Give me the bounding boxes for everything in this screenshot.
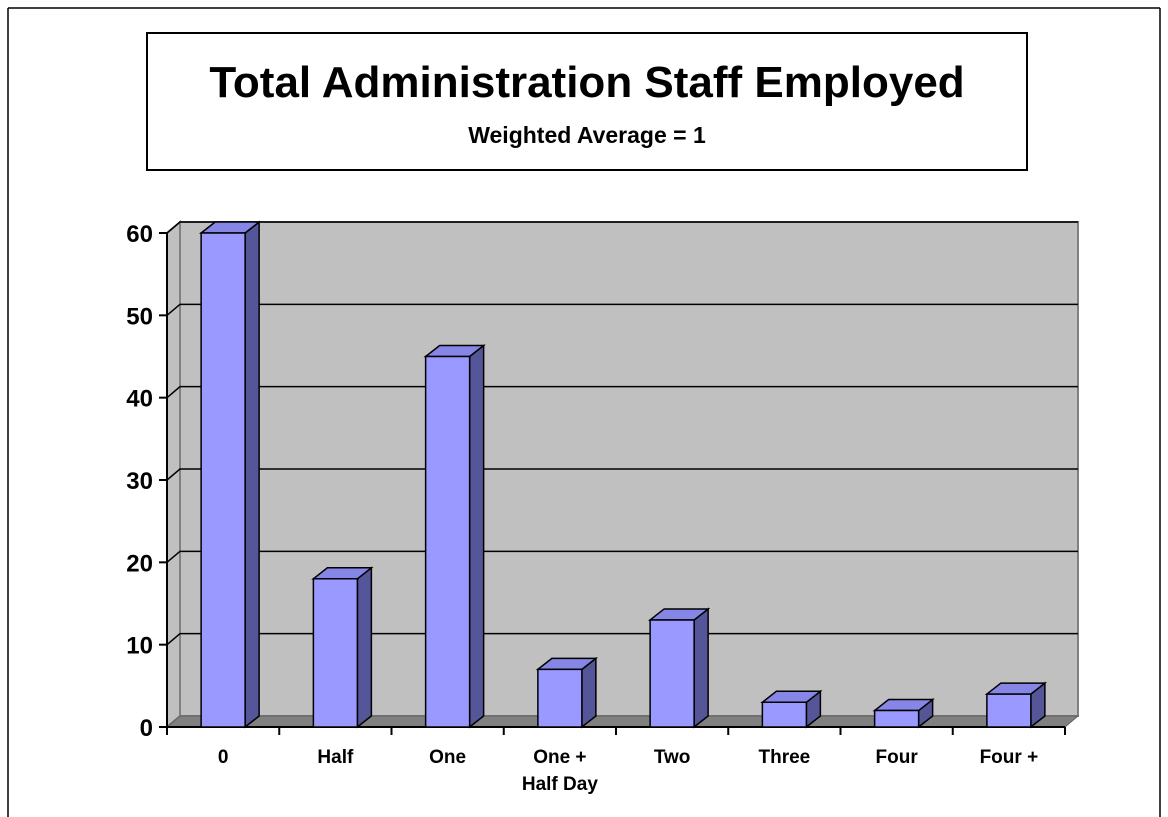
y-tick-label: 10 <box>126 633 153 660</box>
x-tick-label: Four + <box>980 747 1039 768</box>
bar-front <box>649 619 695 728</box>
bar-side <box>693 607 709 729</box>
x-tick-label: 0 <box>218 747 229 768</box>
bar <box>647 607 711 729</box>
x-tick-label: One <box>429 747 466 768</box>
x-tick-label: One + Half Day <box>522 747 598 795</box>
bar-front <box>424 355 471 728</box>
floor <box>165 715 1080 728</box>
y-tick-label: 60 <box>126 221 153 248</box>
y-tick-label: 20 <box>126 550 153 577</box>
grid-line <box>166 385 1078 399</box>
y-tick-label: 30 <box>126 468 153 495</box>
chart-subtitle: Weighted Average = 1 <box>468 122 706 148</box>
bar <box>535 656 599 729</box>
bar-front <box>312 578 359 728</box>
chart-title: Total Administration Staff Employed <box>209 58 964 107</box>
grid-line <box>166 303 1078 316</box>
grid-line <box>166 221 1078 234</box>
bar <box>311 566 374 729</box>
x-tick-label: Two <box>654 747 691 768</box>
bar <box>872 697 935 729</box>
bar <box>423 343 486 729</box>
x-tick-label: Four <box>876 747 919 768</box>
grid-line <box>166 550 1078 563</box>
bar <box>760 689 823 729</box>
grid-line <box>166 632 1078 646</box>
bar-front <box>873 709 920 728</box>
y-tick-label: 40 <box>126 386 153 413</box>
title-box <box>146 32 1028 171</box>
bar-front <box>761 701 808 728</box>
bar <box>198 220 262 729</box>
bar-front <box>986 693 1032 728</box>
y-tick-label: 50 <box>126 303 153 330</box>
bar-front <box>537 668 583 728</box>
bar-side <box>244 220 260 729</box>
bar-side <box>356 566 373 729</box>
x-tick-label: Three <box>759 747 811 768</box>
bar-side <box>468 343 485 729</box>
y-tick-label: 0 <box>140 715 153 742</box>
bar <box>984 681 1048 729</box>
bar-front <box>200 232 246 728</box>
grid-line <box>166 468 1078 481</box>
x-tick-label: Half <box>317 747 354 768</box>
